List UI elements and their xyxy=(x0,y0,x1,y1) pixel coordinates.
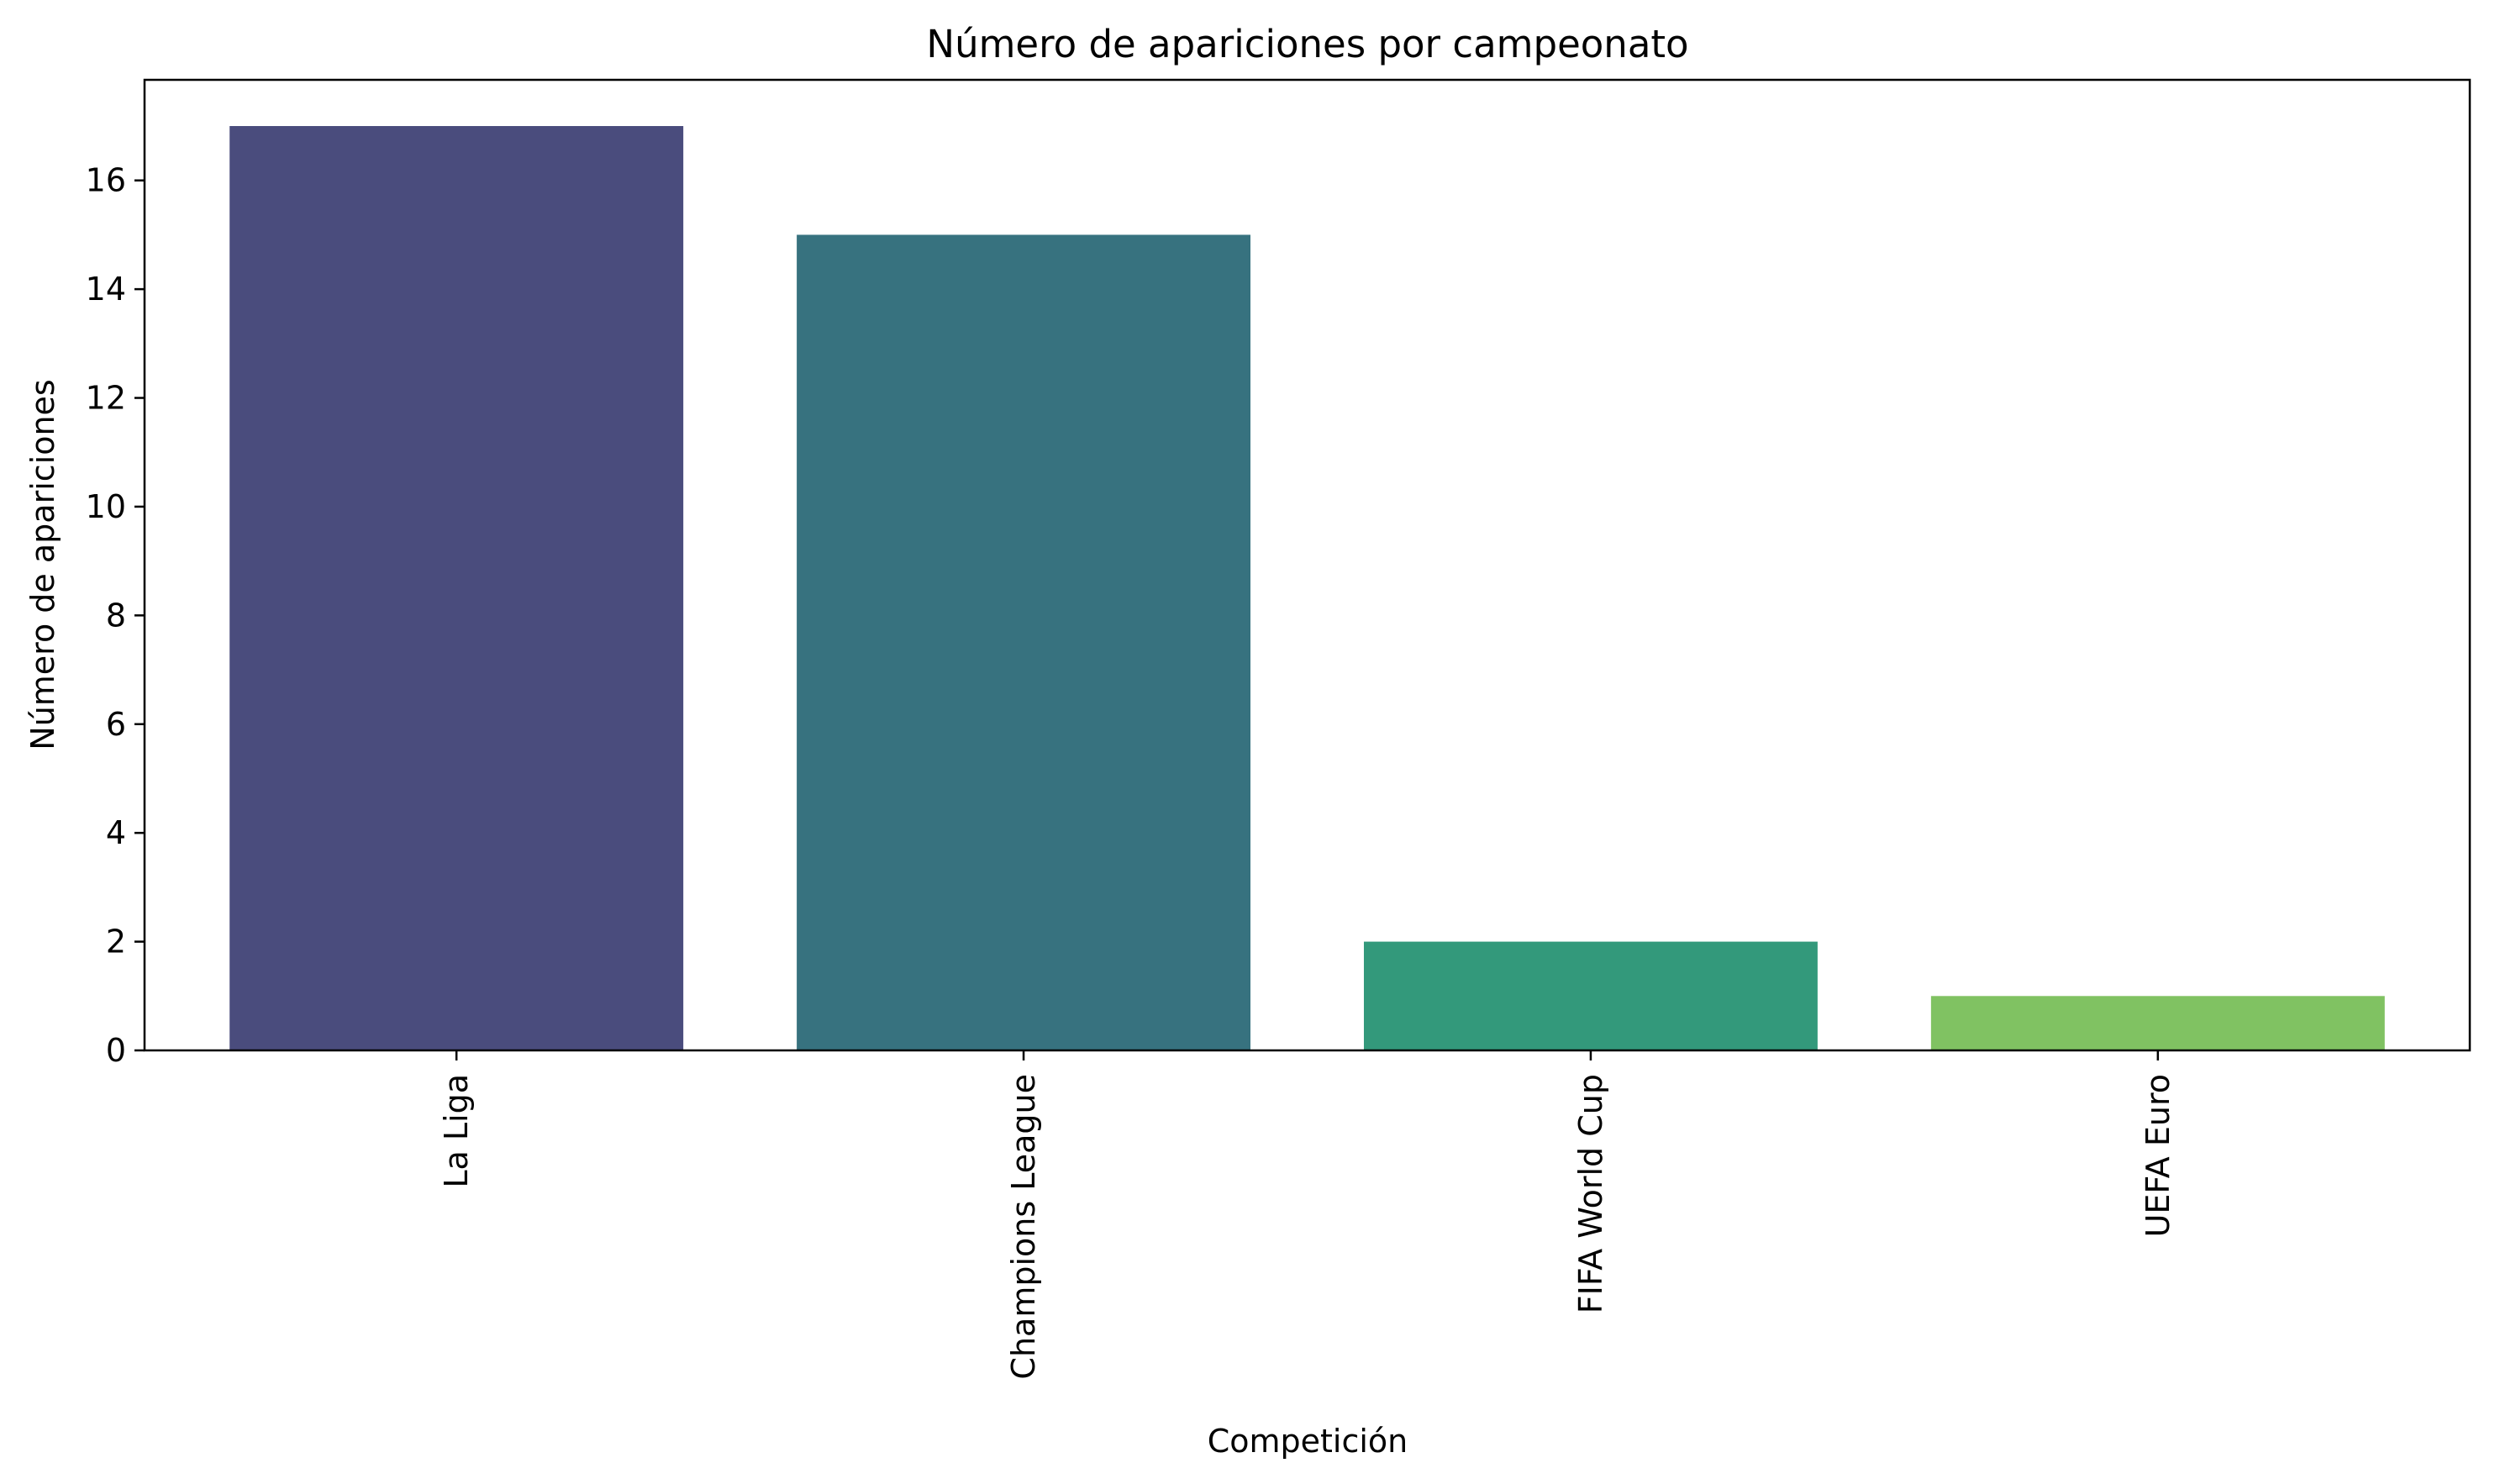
y-tick-label: 8 xyxy=(106,597,126,634)
y-tick-label: 0 xyxy=(106,1032,126,1069)
bar-champions-league xyxy=(797,234,1251,1051)
x-axis-label: Competición xyxy=(1208,1423,1408,1460)
x-tick-label: Champions League xyxy=(1005,1074,1042,1380)
bar-la-liga xyxy=(229,126,684,1050)
y-tick-label: 12 xyxy=(86,380,126,417)
y-axis-ticks: 0 2 4 6 8 10 12 14 16 xyxy=(86,162,145,1069)
bar-uefa-euro xyxy=(1930,996,2385,1050)
y-tick-label: 4 xyxy=(106,814,126,851)
y-tick-label: 2 xyxy=(106,924,126,960)
x-tick-label: La Liga xyxy=(438,1074,475,1188)
y-tick-label: 6 xyxy=(106,706,126,743)
chart-title: Número de apariciones por campeonato xyxy=(926,22,1688,66)
y-tick-label: 16 xyxy=(86,162,126,199)
y-axis-label: Número de apariciones xyxy=(24,379,61,750)
x-tick-label: UEFA Euro xyxy=(2140,1074,2177,1237)
bars-group xyxy=(229,126,2385,1051)
x-tick-label: FIFA World Cup xyxy=(1572,1074,1609,1313)
bar-fifa-world-cup xyxy=(1363,941,1818,1050)
y-tick-label: 10 xyxy=(86,488,126,525)
x-axis-ticks: La Liga Champions League FIFA World Cup UEF… xyxy=(438,1050,2177,1380)
y-tick-label: 14 xyxy=(86,271,126,308)
plot-area-frame xyxy=(143,78,2471,1052)
